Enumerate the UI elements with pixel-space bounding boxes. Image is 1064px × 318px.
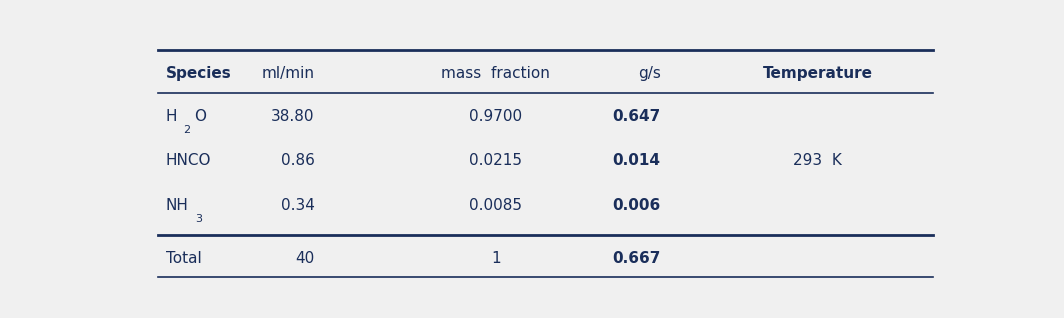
- Text: O: O: [194, 109, 206, 124]
- Text: H: H: [166, 109, 178, 124]
- Text: Total: Total: [166, 251, 202, 266]
- Text: 0.34: 0.34: [281, 198, 315, 213]
- Text: 0.86: 0.86: [281, 153, 315, 168]
- Text: 0.9700: 0.9700: [469, 109, 522, 124]
- Text: 0.006: 0.006: [613, 198, 661, 213]
- Text: 3: 3: [195, 214, 202, 225]
- Text: 0.667: 0.667: [613, 251, 661, 266]
- Text: Species: Species: [166, 66, 232, 81]
- Text: 0.647: 0.647: [613, 109, 661, 124]
- Text: 0.0215: 0.0215: [469, 153, 522, 168]
- Text: g/s: g/s: [638, 66, 661, 81]
- Text: 293  K: 293 K: [793, 153, 842, 168]
- Text: Temperature: Temperature: [763, 66, 872, 81]
- Text: 0.014: 0.014: [613, 153, 661, 168]
- Text: HNCO: HNCO: [166, 153, 212, 168]
- Text: mass  fraction: mass fraction: [442, 66, 550, 81]
- Text: NH: NH: [166, 198, 188, 213]
- Text: 38.80: 38.80: [271, 109, 315, 124]
- Text: ml/min: ml/min: [262, 66, 315, 81]
- Text: 0.0085: 0.0085: [469, 198, 522, 213]
- Text: 2: 2: [183, 125, 190, 135]
- Text: 1: 1: [491, 251, 501, 266]
- Text: 40: 40: [295, 251, 315, 266]
